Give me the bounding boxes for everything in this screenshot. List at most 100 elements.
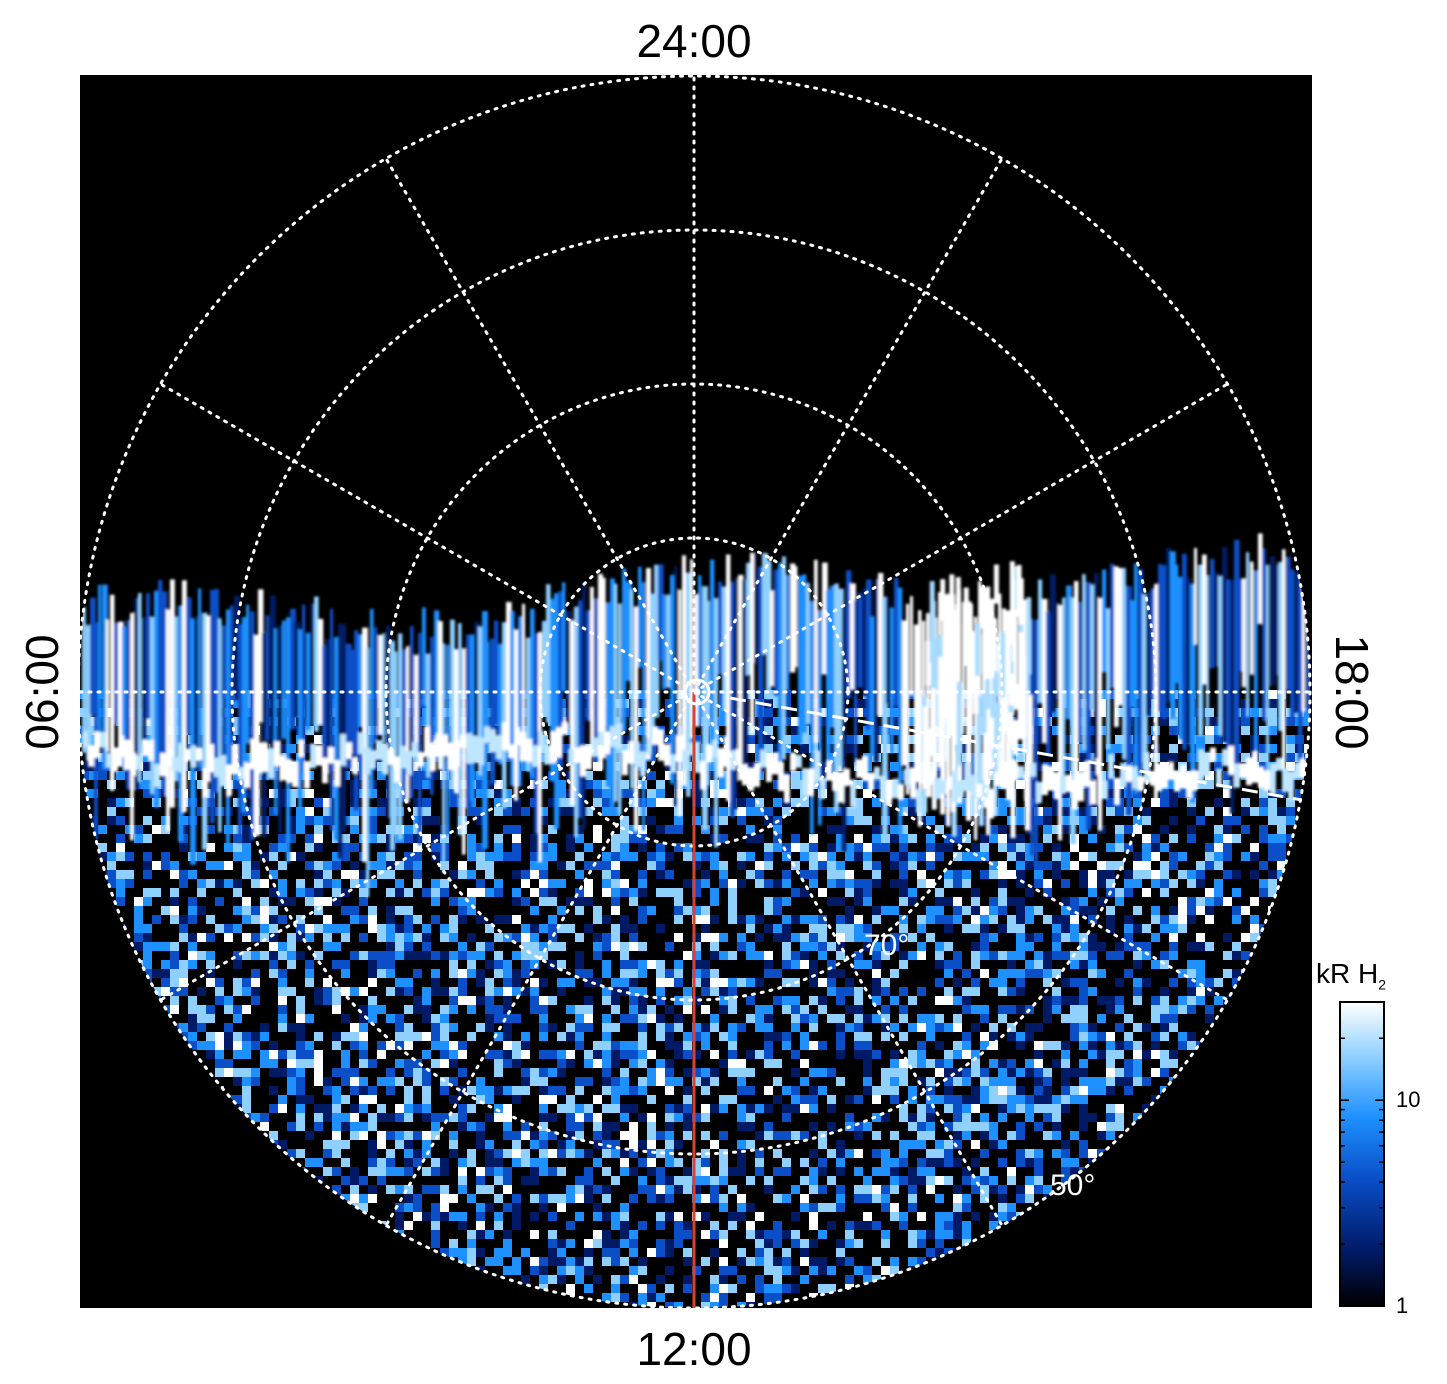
noise-cell xyxy=(935,771,944,780)
noise-cell xyxy=(683,1005,692,1014)
noise-cell xyxy=(269,1059,278,1068)
noise-cell xyxy=(1016,816,1025,825)
noise-cell xyxy=(386,924,395,933)
noise-cell xyxy=(494,1032,503,1041)
noise-cell xyxy=(971,1023,980,1032)
noise-cell xyxy=(791,1005,800,1014)
noise-cell xyxy=(710,978,719,987)
noise-cell xyxy=(431,1113,440,1122)
noise-cell xyxy=(332,1032,341,1041)
noise-cell xyxy=(377,924,386,933)
noise-cell xyxy=(1133,870,1142,879)
noise-cell xyxy=(557,1194,566,1203)
noise-cell xyxy=(1160,753,1169,762)
noise-cell xyxy=(674,1212,683,1221)
noise-cell xyxy=(638,1041,647,1050)
noise-cell xyxy=(611,1104,620,1113)
noise-cell xyxy=(512,1050,521,1059)
noise-cell xyxy=(998,798,1007,807)
noise-cell xyxy=(917,1176,926,1185)
noise-cell xyxy=(854,834,863,843)
noise-cell xyxy=(620,1293,629,1302)
noise-cell xyxy=(413,1131,422,1140)
noise-cell xyxy=(323,978,332,987)
noise-cell xyxy=(845,978,854,987)
noise-cell xyxy=(1133,987,1142,996)
noise-cell xyxy=(602,807,611,816)
noise-cell xyxy=(1025,1023,1034,1032)
noise-cell xyxy=(278,879,287,888)
noise-cell xyxy=(935,978,944,987)
noise-cell xyxy=(521,969,530,978)
noise-cell xyxy=(1106,1068,1115,1077)
noise-cell xyxy=(566,1032,575,1041)
noise-cell xyxy=(1088,969,1097,978)
noise-cell xyxy=(953,1140,962,1149)
noise-cell xyxy=(1106,789,1115,798)
noise-cell xyxy=(584,1185,593,1194)
noise-cell xyxy=(1007,969,1016,978)
noise-cell xyxy=(80,771,89,780)
noise-cell xyxy=(125,798,134,807)
noise-cell xyxy=(188,942,197,951)
noise-cell xyxy=(836,933,845,942)
noise-cell xyxy=(1142,852,1151,861)
noise-cell xyxy=(386,1113,395,1122)
noise-cell xyxy=(1025,1104,1034,1113)
noise-cell xyxy=(296,1077,305,1086)
noise-cell xyxy=(1043,1005,1052,1014)
noise-cell xyxy=(611,843,620,852)
noise-cell xyxy=(1214,825,1223,834)
noise-cell xyxy=(782,735,791,744)
noise-cell xyxy=(143,897,152,906)
noise-cell xyxy=(881,834,890,843)
noise-cell xyxy=(782,1248,791,1257)
noise-cell xyxy=(494,951,503,960)
noise-cell xyxy=(575,1266,584,1275)
noise-cell xyxy=(413,780,422,789)
noise-cell xyxy=(404,1203,413,1212)
noise-cell xyxy=(458,906,467,915)
noise-cell xyxy=(845,915,854,924)
noise-cell xyxy=(917,1239,926,1248)
noise-cell xyxy=(1025,1194,1034,1203)
noise-cell xyxy=(647,1077,656,1086)
noise-cell xyxy=(863,1122,872,1131)
noise-cell xyxy=(548,1023,557,1032)
noise-cell xyxy=(1259,825,1268,834)
noise-cell xyxy=(782,708,791,717)
noise-cell xyxy=(683,1050,692,1059)
noise-cell xyxy=(1025,1068,1034,1077)
noise-cell xyxy=(1151,843,1160,852)
noise-cell xyxy=(476,1212,485,1221)
noise-cell xyxy=(1070,906,1079,915)
noise-cell xyxy=(179,987,188,996)
noise-cell xyxy=(170,888,179,897)
noise-cell xyxy=(413,843,422,852)
noise-cell xyxy=(647,906,656,915)
noise-cell xyxy=(512,1086,521,1095)
noise-cell xyxy=(188,870,197,879)
noise-cell xyxy=(962,924,971,933)
noise-cell xyxy=(566,1005,575,1014)
noise-cell xyxy=(863,1077,872,1086)
noise-cell xyxy=(476,771,485,780)
noise-cell xyxy=(1151,1041,1160,1050)
noise-cell xyxy=(116,870,125,879)
noise-cell xyxy=(170,906,179,915)
noise-cell xyxy=(197,726,206,735)
noise-cell xyxy=(1025,915,1034,924)
noise-cell xyxy=(494,1212,503,1221)
noise-cell xyxy=(1070,1167,1079,1176)
noise-cell xyxy=(1079,825,1088,834)
noise-cell xyxy=(503,753,512,762)
noise-cell xyxy=(512,870,521,879)
noise-cell xyxy=(638,960,647,969)
noise-cell xyxy=(350,1023,359,1032)
noise-cell xyxy=(1061,825,1070,834)
noise-cell xyxy=(512,1158,521,1167)
noise-cell xyxy=(1025,888,1034,897)
noise-cell xyxy=(1169,834,1178,843)
noise-cell xyxy=(962,1176,971,1185)
noise-cell xyxy=(863,1185,872,1194)
